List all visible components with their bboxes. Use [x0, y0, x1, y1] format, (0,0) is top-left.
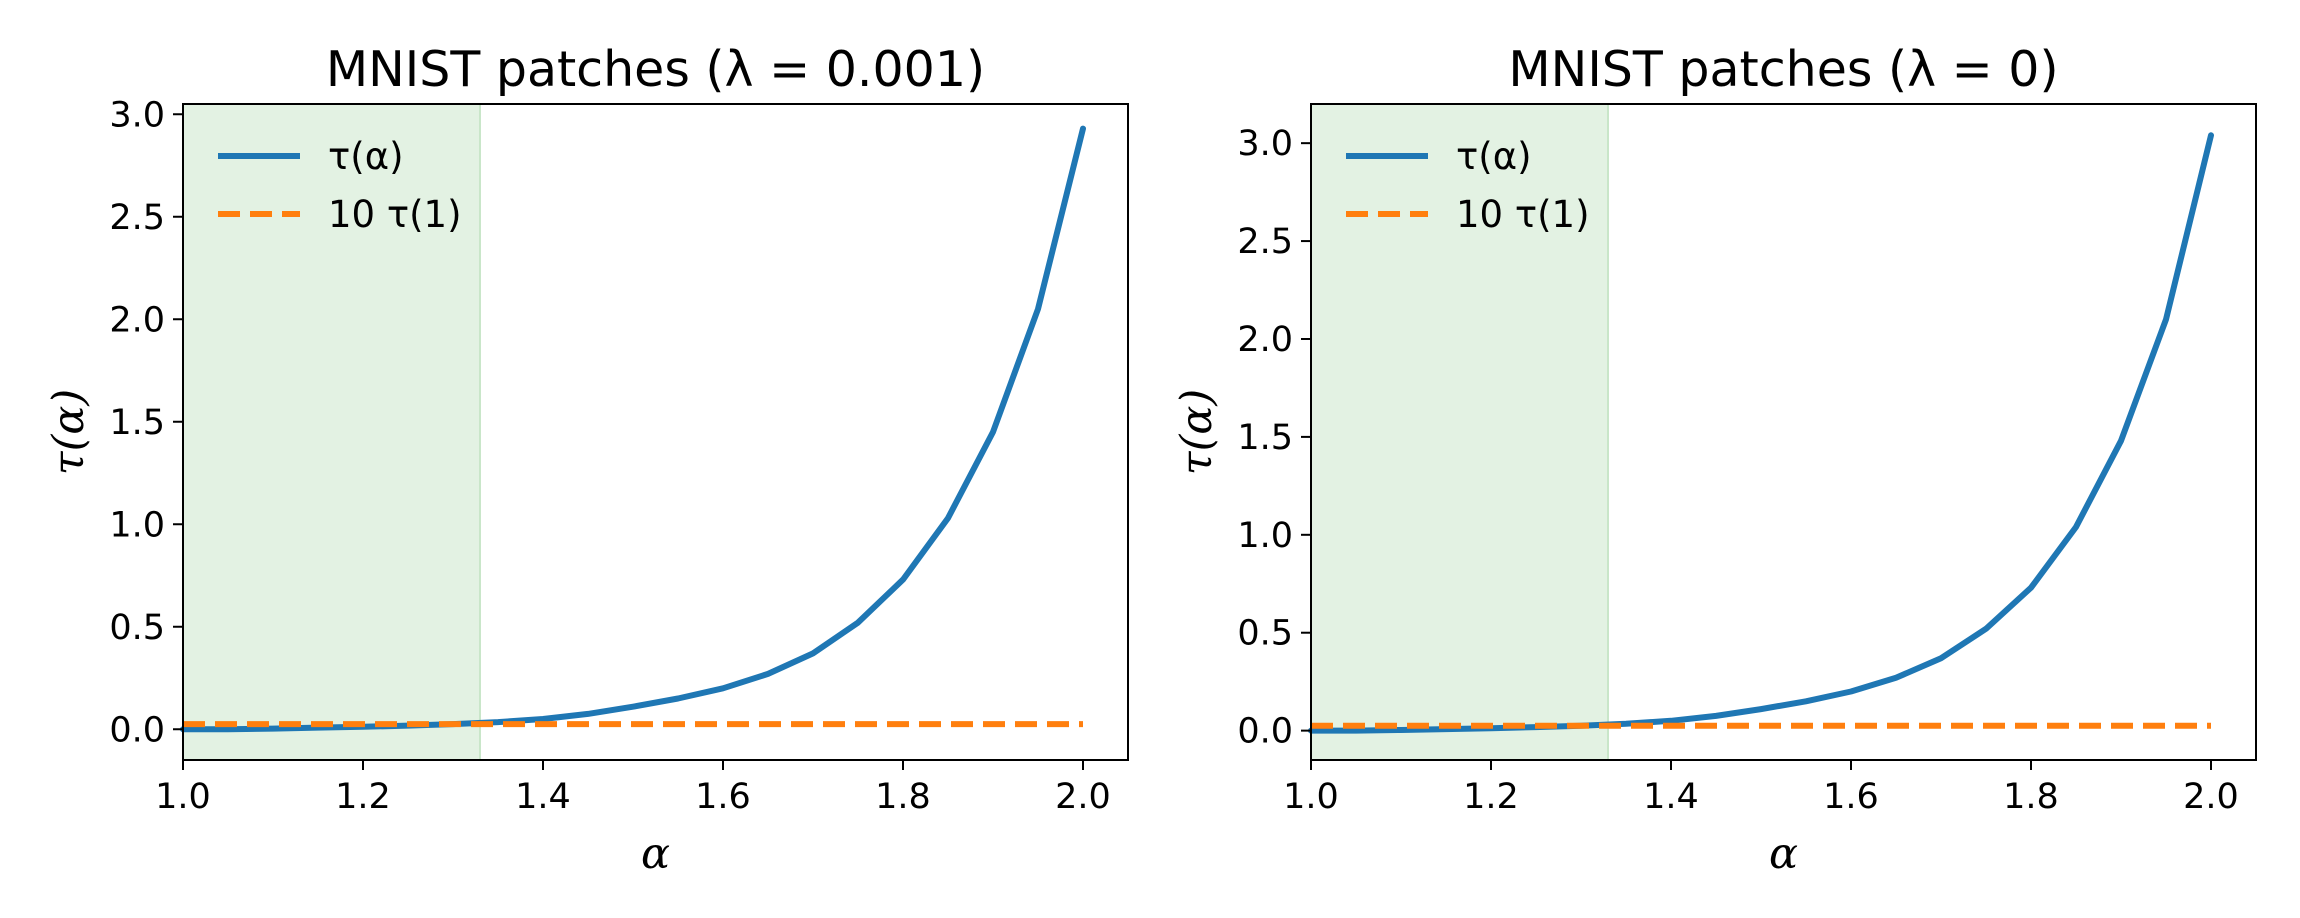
legend: τ(α) 10 τ(1)	[218, 135, 462, 236]
y-tick-label: 1.5	[1237, 418, 1293, 458]
legend-label: 10 τ(1)	[1456, 193, 1590, 236]
legend-label: τ(α)	[1456, 135, 1532, 178]
x-tick-label: 2.0	[1055, 777, 1111, 817]
x-tick-label: 1.8	[2003, 777, 2059, 817]
y-tick-label: 2.5	[109, 198, 165, 238]
legend-label: τ(α)	[328, 135, 404, 178]
y-axis-label: τ(α)	[44, 389, 94, 475]
y-axis-label: τ(α)	[1172, 389, 1222, 475]
y-tick-label: 2.0	[109, 300, 165, 340]
y-tick-label: 1.5	[109, 403, 165, 443]
chart-2: 1.0 1.2 1.4 1.6 1.8 2.0 0.0 0.5 1.0 1.5 2.0 2.5 3.0 M…	[1172, 41, 2257, 879]
x-tick-label: 1.8	[875, 777, 931, 817]
y-tick-label: 3.0	[109, 95, 165, 135]
y-tick-label: 3.0	[1237, 124, 1293, 164]
x-tick-label: 1.4	[1643, 777, 1699, 817]
x-tick-label: 1.0	[1283, 777, 1339, 817]
x-tick-label: 1.6	[695, 777, 751, 817]
series-line-tau-alpha	[180, 125, 1086, 733]
chart-title: MNIST patches (λ = 0.001)	[326, 41, 985, 98]
x-tick-label: 2.0	[2183, 777, 2239, 817]
y-tick-label: 1.0	[109, 505, 165, 545]
y-tick-label: 0.5	[109, 608, 165, 648]
axes-frame	[1310, 103, 2257, 761]
x-axis-label: α	[641, 829, 670, 879]
x-tick-label: 1.6	[1823, 777, 1879, 817]
legend: τ(α) 10 τ(1)	[1346, 135, 1590, 236]
y-tick-label: 2.5	[1237, 222, 1293, 262]
x-axis-label: α	[1769, 829, 1798, 879]
y-tick-label: 0.5	[1237, 614, 1293, 654]
series-line-tau-alpha	[1308, 132, 2214, 734]
x-tick-label: 1.0	[155, 777, 211, 817]
chart-title: MNIST patches (λ = 0)	[1508, 41, 2058, 98]
y-tick-label: 2.0	[1237, 320, 1293, 360]
x-tick-label: 1.2	[335, 777, 391, 817]
axes-frame	[182, 103, 1129, 761]
x-tick-label: 1.2	[1463, 777, 1519, 817]
y-tick-label: 1.0	[1237, 516, 1293, 556]
legend-label: 10 τ(1)	[328, 193, 462, 236]
x-tick-label: 1.4	[515, 777, 571, 817]
y-tick-label: 0.0	[1237, 712, 1293, 752]
y-tick-label: 0.0	[109, 710, 165, 750]
chart-1: 1.0 1.2 1.4 1.6 1.8 2.0 0.0 0.5 1.0 1.5 2.0 2.5 3.0 M…	[44, 41, 1129, 879]
